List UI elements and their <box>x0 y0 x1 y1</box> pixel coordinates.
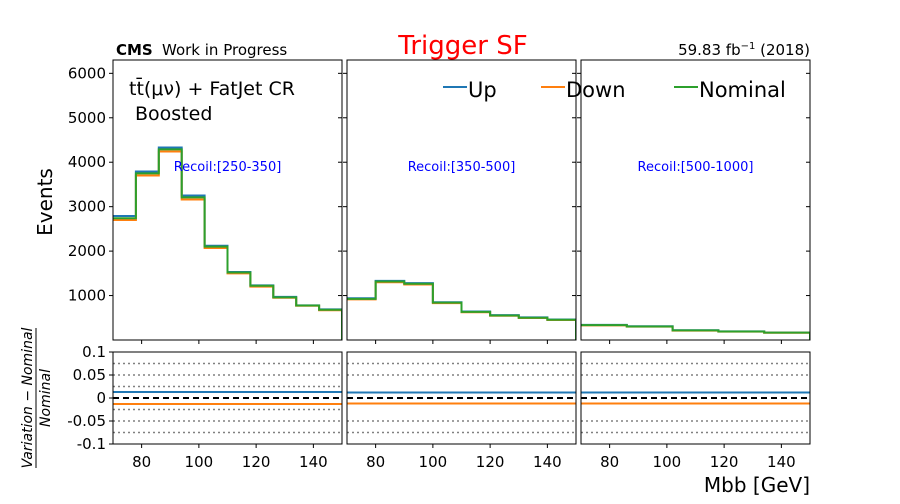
y-tick-label: 4000 <box>68 153 106 171</box>
cms-label: CMS <box>116 41 153 59</box>
series-line-nominal <box>347 280 576 340</box>
main-panel-series <box>581 323 810 340</box>
ratio-panel-1: 0.1 0.05 0 -0.05 -0.1 80 100 120 140 <box>67 340 343 471</box>
recoil-label: Recoil:[250-350] <box>174 160 282 175</box>
ratio-y-label-numerator: Variation − Nominal <box>20 327 36 468</box>
main-panel-frame <box>346 59 577 341</box>
x-tick-label: 120 <box>710 453 739 471</box>
x-axis-label: Mbb [GeV] <box>704 473 810 497</box>
ratio-y-tick-label: -0.05 <box>67 412 106 430</box>
legend-label-up: Up <box>468 78 497 102</box>
y-tick-label: 3000 <box>68 198 106 216</box>
ratio-y-tick-label: 0.05 <box>73 366 106 384</box>
series-line-nominal <box>581 324 810 340</box>
x-tick-label: 100 <box>185 453 214 471</box>
x-tick-label: 100 <box>419 453 448 471</box>
x-tick-label: 80 <box>366 453 385 471</box>
x-tick-label: 140 <box>299 453 328 471</box>
x-tick-label: 140 <box>533 453 562 471</box>
chart-title: Trigger SF <box>397 31 527 61</box>
recoil-label: Recoil:[350-500] <box>408 160 516 175</box>
ratio-y-tick-label: 0 <box>96 389 106 407</box>
recoil-label: Recoil:[500-1000] <box>638 160 754 175</box>
region-label-line1: tt̄(μν) + FatJet CR <box>129 76 295 100</box>
x-tick-label: 80 <box>600 453 619 471</box>
main-panel-2: Recoil:[350-500] <box>343 59 577 341</box>
legend-label-nominal: Nominal <box>699 78 786 102</box>
x-tick-label: 120 <box>242 453 271 471</box>
y-tick-label: 6000 <box>68 64 106 82</box>
region-label-line2: Boosted <box>135 103 212 125</box>
main-panel-series <box>347 279 576 340</box>
ratio-panel-3: 80 100 120 140 <box>580 340 811 471</box>
ratio-y-axis-label: Variation − Nominal Nominal <box>20 327 54 468</box>
main-panel-1: 1000 2000 3000 4000 5000 6000 Recoil:[250-350] <box>68 59 343 341</box>
x-tick-label: 140 <box>767 453 796 471</box>
ratio-y-label-denominator: Nominal <box>38 369 54 427</box>
y-tick-label: 5000 <box>68 109 106 127</box>
legend: Up Down Nominal <box>443 78 786 102</box>
main-panel-3: Recoil:[500-1000] <box>577 59 811 341</box>
ratio-y-tick-label: -0.1 <box>77 435 106 453</box>
y-tick-label: 2000 <box>68 242 106 260</box>
legend-label-down: Down <box>566 78 626 102</box>
ratio-y-tick-label: 0.1 <box>82 343 106 361</box>
x-tick-label: 100 <box>653 453 682 471</box>
ratio-panel-2: 80 100 120 140 <box>346 340 577 471</box>
main-panel-frame <box>112 59 343 341</box>
main-panel-frame <box>580 59 811 341</box>
ratio-panel-frame <box>346 351 577 445</box>
series-line-nominal <box>113 148 342 340</box>
lumi-label: 59.83 fb−1 (2018) <box>678 41 810 59</box>
y-tick-label: 1000 <box>68 287 106 305</box>
ratio-panel-frame <box>580 351 811 445</box>
x-tick-label: 120 <box>476 453 505 471</box>
x-tick-label: 80 <box>132 453 151 471</box>
main-panel-series <box>113 146 342 340</box>
work-in-progress-label: Work in Progress <box>162 41 287 59</box>
y-axis-label: Events <box>33 168 57 236</box>
